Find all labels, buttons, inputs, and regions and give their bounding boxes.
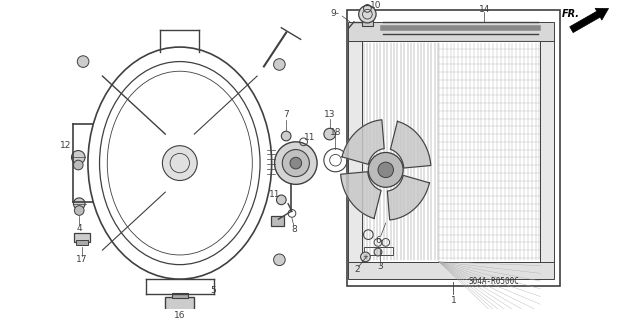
Text: 6: 6 — [375, 236, 381, 245]
Text: FR.: FR. — [562, 9, 580, 19]
Circle shape — [273, 59, 285, 70]
Bar — [76, 241, 88, 245]
Circle shape — [74, 206, 84, 215]
Bar — [74, 233, 90, 242]
Circle shape — [374, 248, 382, 256]
Text: 11: 11 — [303, 133, 315, 143]
Text: 8: 8 — [291, 225, 297, 234]
Circle shape — [369, 152, 403, 187]
Text: 4: 4 — [76, 224, 82, 234]
Bar — [348, 22, 554, 41]
Polygon shape — [390, 121, 431, 168]
Bar — [165, 297, 195, 310]
Text: 7: 7 — [284, 110, 289, 119]
Text: 3: 3 — [377, 262, 383, 271]
Polygon shape — [342, 120, 384, 164]
Circle shape — [275, 142, 317, 184]
Circle shape — [74, 198, 85, 210]
Bar — [348, 41, 362, 262]
Circle shape — [358, 5, 376, 23]
Bar — [271, 216, 284, 226]
Text: 5: 5 — [211, 286, 216, 295]
Circle shape — [324, 128, 335, 140]
Text: 1: 1 — [451, 296, 456, 305]
Text: 11: 11 — [269, 189, 280, 198]
Bar — [172, 293, 188, 299]
Bar — [540, 41, 554, 262]
Circle shape — [378, 162, 394, 178]
Circle shape — [360, 252, 371, 262]
Bar — [362, 18, 373, 26]
FancyArrow shape — [570, 8, 609, 33]
Text: 12: 12 — [60, 141, 72, 150]
Text: 16: 16 — [174, 311, 186, 319]
Text: 18: 18 — [330, 128, 341, 137]
Text: 14: 14 — [479, 5, 490, 14]
Bar — [364, 247, 392, 255]
Text: +: + — [362, 254, 369, 260]
Circle shape — [290, 157, 301, 169]
Bar — [347, 10, 560, 286]
Text: 9-: 9- — [330, 9, 339, 18]
Bar — [348, 262, 554, 279]
Circle shape — [72, 151, 85, 164]
Circle shape — [74, 160, 83, 170]
Circle shape — [276, 195, 286, 205]
Polygon shape — [340, 172, 381, 219]
Bar — [362, 41, 540, 262]
Text: 17: 17 — [76, 255, 88, 264]
Circle shape — [282, 150, 309, 177]
Polygon shape — [387, 175, 429, 220]
Circle shape — [273, 254, 285, 266]
Text: S04A-R0500C: S04A-R0500C — [468, 277, 520, 286]
Text: 10: 10 — [371, 1, 382, 10]
Circle shape — [77, 56, 89, 67]
Text: 2: 2 — [354, 265, 360, 274]
Circle shape — [163, 146, 197, 181]
Text: 13: 13 — [324, 110, 335, 119]
Circle shape — [282, 131, 291, 141]
